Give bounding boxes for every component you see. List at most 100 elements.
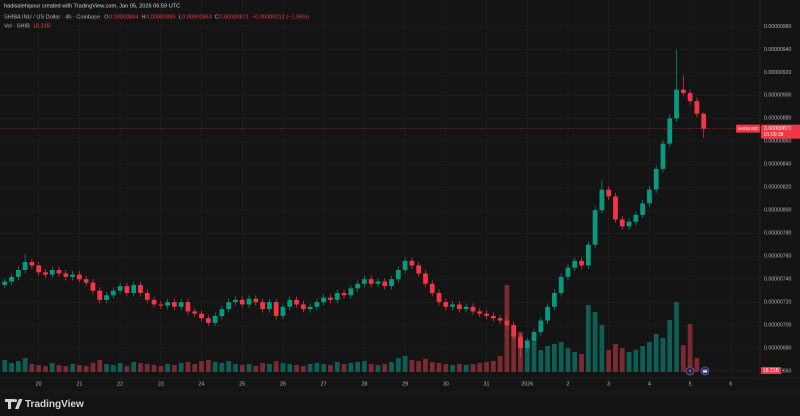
volume-bar <box>463 365 469 372</box>
volume-bar <box>117 363 123 372</box>
volume-bar <box>70 364 75 372</box>
candle-body <box>110 290 116 296</box>
volume-bar <box>660 338 666 372</box>
x-tick-label: 30 <box>443 381 449 387</box>
volume-bar <box>477 363 483 372</box>
candle-body <box>497 318 503 321</box>
candle-body <box>436 292 442 303</box>
volume-bar <box>321 364 327 372</box>
candle-body <box>178 302 184 307</box>
candle-body <box>334 292 340 300</box>
candle-body <box>579 260 584 266</box>
volume-bar <box>470 364 476 372</box>
candle-body <box>606 189 612 197</box>
credit: hadisalehipour created with TradingView.… <box>4 3 180 9</box>
volume-bar <box>531 342 537 372</box>
candle-body <box>49 270 55 275</box>
volume-bar <box>172 365 177 372</box>
ohlc-legend: O 0.00000884 H 0.00000885 L 0.00000863 C 0.0000… <box>104 14 309 20</box>
volume-bar <box>83 366 89 372</box>
candle-body <box>504 320 510 326</box>
candle-body <box>667 118 673 144</box>
volume-bar <box>131 362 137 372</box>
candle-body <box>687 93 693 102</box>
y-tick-label: 0.00000680 <box>764 346 792 352</box>
volume-bar <box>239 365 245 372</box>
volume-bar <box>694 358 700 372</box>
x-tick-label: 2026 <box>521 381 533 387</box>
volume-bar <box>416 361 422 372</box>
x-tick-label: 3 <box>607 381 610 387</box>
volume-bar <box>144 364 150 372</box>
lightning-icon <box>688 368 692 374</box>
volume-bar <box>307 364 313 372</box>
candle-body <box>70 274 75 277</box>
candle-body <box>423 273 428 284</box>
candle-body <box>341 292 347 296</box>
volume-bar <box>423 359 428 372</box>
x-tick-label: 20 <box>36 381 42 387</box>
volume-bar <box>524 340 530 372</box>
volume-bar <box>226 361 232 372</box>
candle-body <box>572 260 578 268</box>
y-tick-label: 0.00000780 <box>764 231 792 237</box>
ohlc-value: 0.00000871 <box>219 14 249 20</box>
volume-bar <box>606 350 612 372</box>
volume-bar <box>212 362 218 372</box>
x-tick-label: 2 <box>566 381 569 387</box>
volume-bar <box>619 348 625 372</box>
volume-bar <box>674 302 679 372</box>
volume-bar <box>2 360 8 372</box>
volume-bar <box>409 360 415 372</box>
candle-body <box>674 89 679 119</box>
candle-body <box>185 302 191 312</box>
volume-bar <box>287 364 293 372</box>
volume-bar <box>43 366 48 372</box>
candle-body <box>233 299 238 303</box>
candle-body <box>83 279 89 283</box>
volume-bar <box>565 348 571 372</box>
candle-body <box>138 284 143 293</box>
candle-body <box>117 286 123 291</box>
volume-bar <box>375 365 381 372</box>
volume-bar <box>579 354 584 372</box>
volume-bar <box>110 365 116 372</box>
volume-bar <box>97 360 103 372</box>
candle-body <box>2 281 8 285</box>
volume-bar <box>205 360 211 372</box>
volume-bar <box>36 365 42 372</box>
x-tick-label: 24 <box>199 381 205 387</box>
candle-body <box>443 302 449 307</box>
candle-body <box>273 302 279 316</box>
volume-bar <box>280 363 286 372</box>
volume-bar <box>585 305 591 372</box>
volume-bar <box>687 324 693 372</box>
symbol-tag-label: SHIBUSD <box>738 126 759 131</box>
volume-bar <box>273 361 279 372</box>
volume-bar <box>124 366 130 372</box>
x-tick-label: 6 <box>729 381 732 387</box>
candle-body <box>294 299 299 305</box>
y-tick-label: 0.00000900 <box>764 93 792 99</box>
y-tick-label: 0.00000880 <box>764 116 792 122</box>
volume-key: Vol · SHIB <box>4 23 30 29</box>
volume-bar <box>29 364 35 372</box>
candle-body <box>36 265 42 273</box>
candle-body <box>253 298 259 303</box>
candle-body <box>158 304 164 306</box>
candle-body <box>29 261 35 266</box>
candle-body <box>151 299 157 305</box>
candle-body <box>77 274 82 280</box>
volume-bar <box>90 363 96 372</box>
volume-tag-label: 18.31B <box>763 368 780 374</box>
volume-bar <box>545 346 550 372</box>
candle-body <box>307 306 313 310</box>
y-tick-label: 0.00000700 <box>764 323 792 329</box>
candle-body <box>552 292 557 307</box>
candle-body <box>56 270 62 274</box>
volume-bar <box>490 361 496 372</box>
candle-body <box>355 283 360 289</box>
y-tick-label: 0.00000800 <box>764 208 792 214</box>
